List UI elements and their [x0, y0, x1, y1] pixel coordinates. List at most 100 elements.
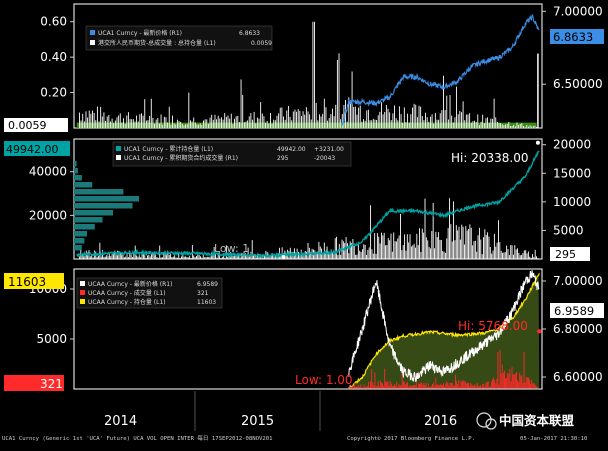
panel1-current-right-label: 6.8633 [553, 30, 593, 44]
legend-label-ucaa-price: UCAA Curncy - 最新价格 (R1) [88, 280, 172, 288]
panel2-current-right-label: 295 [555, 248, 576, 261]
left-tick-label: 20000 [29, 208, 67, 222]
legend-label-open-interest: UCA1 Curncy - 累计持仓量 (L1) [124, 145, 213, 153]
hi-marker [537, 329, 542, 334]
left-tick-label: 0.60 [40, 15, 67, 29]
legend-label-uca1-price: UCA1 Curncy - 最新价格 (R1) [98, 29, 182, 37]
oi-profile-bar [74, 245, 82, 251]
panel2-marks [74, 140, 540, 260]
oi-profile-bar [74, 161, 77, 167]
footer-security-info: UCA1 Curncy (Generic 1st 'UCA' Future) U… [2, 434, 273, 442]
panel1-legend: UCA1 Curncy - 最新价格 (R1) 6.8633 港交所人民币期货-… [85, 25, 273, 51]
legend-value-ucaa-volume: 321 [197, 290, 209, 297]
legend-value-open-interest: 49942.00 [277, 146, 306, 153]
hi-marker [535, 140, 540, 145]
oi-profile-bar [74, 210, 113, 216]
legend-swatch-cum-volume [116, 155, 121, 160]
oi-profile-bar [74, 189, 124, 195]
wechat-icon [476, 412, 492, 428]
right-tick-label: 7.00000 [553, 274, 603, 288]
uca1-price-line [341, 13, 540, 126]
panel3-current-left-yellow-label: 11603 [8, 275, 46, 289]
panel2-current-right-badge [550, 247, 590, 261]
oi-profile-bar [74, 175, 82, 181]
watermark-text: 中国资本联盟 [499, 413, 575, 428]
oi-profile-bar [74, 168, 78, 174]
left-tick-label: 40000 [29, 165, 67, 179]
legend-swatch-ucaa-price [80, 281, 85, 286]
panel3-current-left-red-badge [4, 375, 64, 391]
panel3-current-left-yellow-badge [4, 273, 64, 289]
oi-profile-bar [74, 231, 87, 237]
legend-swatch-uca1-price [90, 30, 95, 35]
oi-profile-bar [74, 203, 133, 209]
legend-value-hkex-ratio: 0.0059 [251, 40, 272, 47]
oi-profile-bar [74, 217, 103, 223]
left-tick-label: 0.20 [40, 86, 67, 100]
panel3-hi-label: Hi: 5768.00 [458, 319, 528, 333]
panel2-current-left-badge [4, 141, 70, 156]
legend-swatch-hkex-ratio [90, 40, 95, 45]
panel3-legend: UCAA Curncy - 最新价格 (R1) 6.9589 UCAA Curn… [76, 277, 223, 309]
right-tick-label: 6.50000 [553, 77, 603, 91]
legend-swatch-ucaa-oi [80, 299, 85, 304]
panel2-low-label: Low: 1 [214, 242, 249, 255]
legend-label-cum-volume: UCA1 Curncy - 累积期货合约成交量 (R1) [124, 154, 238, 162]
right-tick-label: 15000 [553, 166, 591, 180]
low-marker [281, 255, 286, 259]
right-tick-label: 20000 [553, 138, 591, 152]
left-tick-label: 0.40 [40, 50, 67, 64]
x-axis-label-2014: 2014 [104, 414, 137, 429]
panel2-legend: UCA1 Curncy - 累计持仓量 (L1) 49942.00 +3231.… [112, 141, 352, 167]
panel2-ticks: 40000 20000 20000 15000 10000 5000 [29, 138, 591, 238]
right-tick-label: 10000 [553, 195, 591, 209]
legend-value-uca1-price: 6.8633 [239, 30, 260, 37]
panel-uca-continuous: UCAA Curncy - 最新价格 (R1) 6.9589 UCAA Curn… [4, 268, 604, 391]
panel3-current-right-label: 6.9589 [554, 304, 594, 318]
right-tick-label: 7.00000 [553, 4, 603, 18]
oi-profile-bar [74, 196, 139, 202]
panel1-frame [73, 3, 543, 129]
right-tick-label: 6.60000 [553, 370, 603, 384]
x-axis-label-2016: 2016 [424, 414, 457, 429]
legend-label-ucaa-volume: UCAA Curncy - 成交量 (L1) [88, 289, 166, 297]
legend-value-ucaa-oi: 11603 [197, 299, 216, 306]
watermark: 中国资本联盟 [476, 412, 575, 430]
panel1-current-right-badge [550, 29, 604, 44]
legend-value-cum-volume: 295 [277, 155, 289, 162]
panel2-hi-label: Hi: 20338.00 [451, 151, 528, 165]
panel-price-ratio: UCA1 Curncy - 最新价格 (R1) 6.8633 港交所人民币期货-… [4, 3, 604, 132]
footer: UCA1 Curncy (Generic 1st 'UCA' Future) U… [2, 434, 587, 442]
open-interest-line [76, 150, 540, 260]
panel1-marks [76, 13, 540, 128]
panel3-low-label: Low: 1.00 [295, 373, 353, 387]
legend-swatch-open-interest [116, 146, 121, 151]
right-tick-label: 5000 [553, 223, 584, 237]
legend-value-ucaa-price: 6.9589 [197, 281, 218, 288]
panel-open-interest: UCA1 Curncy - 累计持仓量 (L1) 49942.00 +3231.… [4, 138, 591, 261]
x-axis-label-2015: 2015 [241, 414, 274, 429]
panel3-current-right-badge [550, 303, 604, 318]
panel1-current-left-badge [4, 118, 68, 132]
ucaa-price-line [348, 270, 540, 383]
panel1-current-left-label: 0.0059 [8, 119, 47, 132]
panel3-current-left-red-label: 321 [40, 377, 63, 391]
oi-profile-bar [74, 238, 85, 244]
legend-change-open-interest: +3231.00 [314, 146, 344, 153]
legend-change-cum-volume: -20043 [314, 155, 335, 162]
oi-profile-bar [74, 224, 95, 230]
oi-profile-bar [74, 182, 93, 188]
panel3-marks [348, 270, 542, 389]
right-tick-label: 6.80000 [553, 322, 603, 336]
legend-label-hkex-ratio: 港交所人民币期货-总成交量 : 总持仓量 (L1) [98, 39, 216, 47]
footer-timestamp: 05-Jan-2017 21:30:10 [520, 436, 587, 442]
left-tick-label: 5000 [36, 332, 67, 346]
x-axis: 2014 2015 2016 [74, 388, 542, 431]
legend-label-ucaa-oi: UCAA Curncy - 持仓量 (L1) [88, 298, 166, 306]
legend-swatch-ucaa-volume [80, 290, 85, 295]
panel1-ticks: 0.60 0.40 0.20 7.00000 6.50000 [40, 4, 602, 99]
panel2-current-left-label: 49942.00 [6, 143, 59, 156]
footer-copyright: Copyright© 2017 Bloomberg Finance L.P. [347, 436, 475, 442]
